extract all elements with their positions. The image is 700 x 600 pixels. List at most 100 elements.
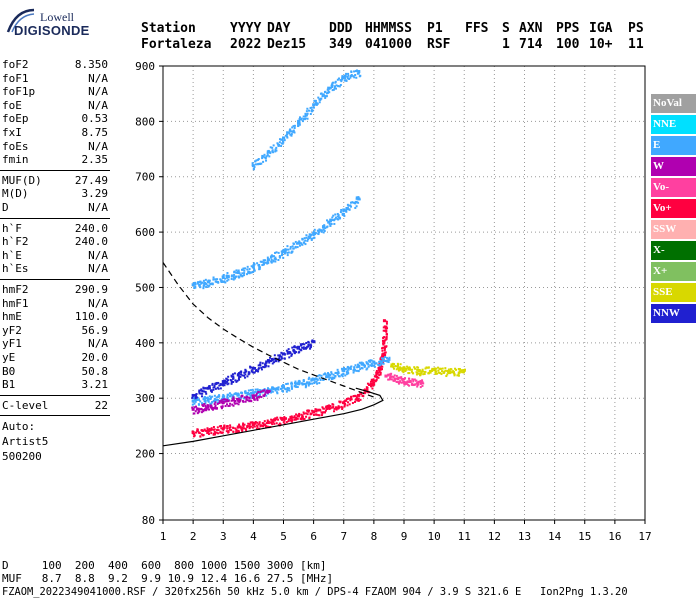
data-point — [282, 385, 285, 389]
data-dot — [242, 425, 245, 428]
data-dot — [406, 383, 409, 386]
data-dot — [345, 208, 348, 211]
data-dot — [209, 402, 212, 405]
data-dot — [334, 213, 337, 216]
data-dot — [415, 373, 418, 376]
data-dot — [354, 70, 357, 73]
data-dot — [265, 425, 268, 428]
data-dot — [403, 383, 406, 386]
data-dot — [295, 418, 298, 421]
param-value: N/A — [88, 296, 108, 310]
data-dot — [427, 366, 430, 369]
data-dot — [208, 408, 211, 411]
data-dot — [373, 365, 376, 368]
data-dot — [354, 206, 357, 209]
data-dot — [203, 390, 206, 393]
data-dot — [301, 243, 304, 246]
data-dot — [385, 322, 388, 325]
data-dot — [256, 396, 259, 399]
data-dot — [353, 366, 356, 369]
data-dot — [356, 366, 359, 369]
data-dot — [349, 76, 352, 79]
data-dot — [280, 351, 283, 354]
data-dot — [215, 278, 218, 281]
series-3 — [191, 389, 271, 415]
data-dot — [411, 382, 414, 385]
data-dot — [347, 204, 350, 207]
data-dot — [274, 260, 277, 263]
data-point — [396, 377, 400, 381]
data-dot — [254, 421, 257, 424]
data-dot — [226, 398, 229, 401]
data-dot — [257, 163, 260, 166]
data-dot — [308, 417, 311, 420]
data-dot — [375, 378, 378, 381]
data-dot — [334, 85, 337, 88]
data-dot — [272, 418, 275, 421]
data-dot — [280, 355, 283, 358]
data-dot — [220, 405, 223, 408]
data-dot — [277, 354, 280, 357]
data-point — [327, 86, 331, 90]
x-tick-label: 14 — [548, 530, 562, 543]
data-dot — [329, 220, 332, 223]
data-dot — [198, 398, 201, 401]
data-dot — [309, 236, 312, 239]
data-dot — [363, 388, 366, 391]
data-dot — [340, 208, 343, 211]
data-dot — [270, 261, 273, 264]
data-dot — [245, 429, 248, 432]
data-dot — [219, 383, 222, 386]
data-dot — [294, 351, 297, 354]
logo-text-lowell: Lowell — [40, 10, 74, 24]
data-dot — [391, 365, 394, 368]
data-dot — [257, 158, 260, 161]
data-dot — [286, 135, 289, 138]
data-dot — [216, 401, 219, 404]
data-dot — [201, 402, 204, 405]
data-dot — [200, 388, 203, 391]
data-dot — [437, 371, 440, 374]
data-dot — [203, 428, 206, 431]
data-dot — [343, 79, 346, 82]
data-dot — [222, 273, 225, 276]
data-dot — [227, 400, 230, 403]
data-dot — [318, 414, 321, 417]
data-dot — [370, 359, 373, 362]
data-dot — [208, 284, 211, 287]
data-dot — [273, 422, 276, 425]
data-dot — [209, 398, 212, 401]
param-row: h`F 240.0 — [2, 222, 108, 235]
param-key: h`E — [2, 248, 22, 262]
data-dot — [393, 377, 396, 380]
data-dot — [294, 383, 297, 386]
header-value-5: RSF — [427, 37, 451, 52]
data-dot — [331, 403, 334, 406]
data-dot — [379, 373, 382, 376]
data-point — [312, 103, 316, 107]
muf-row: MUF 8.7 8.8 9.2 9.9 10.9 12.4 16.6 27.5 … — [2, 572, 334, 585]
param-key: foF2 — [2, 58, 29, 71]
data-dot — [443, 370, 446, 373]
data-dot — [220, 401, 223, 404]
data-dot — [390, 378, 393, 381]
data-dot — [369, 380, 372, 383]
data-dot — [382, 352, 385, 355]
data-dot — [270, 418, 273, 421]
data-dot — [404, 369, 407, 372]
data-dot — [204, 404, 207, 407]
data-point — [206, 428, 210, 432]
data-dot — [425, 366, 428, 369]
data-dot — [217, 395, 220, 398]
data-dot — [255, 159, 258, 162]
data-point — [236, 425, 240, 429]
data-dot — [385, 333, 388, 336]
data-dot — [322, 411, 325, 414]
y-tick-label: 200 — [135, 448, 155, 461]
data-dot — [262, 394, 265, 397]
data-dot — [390, 365, 393, 368]
data-dot — [248, 423, 251, 426]
data-dot — [241, 272, 244, 275]
data-dot — [400, 381, 403, 384]
data-dot — [456, 374, 459, 377]
